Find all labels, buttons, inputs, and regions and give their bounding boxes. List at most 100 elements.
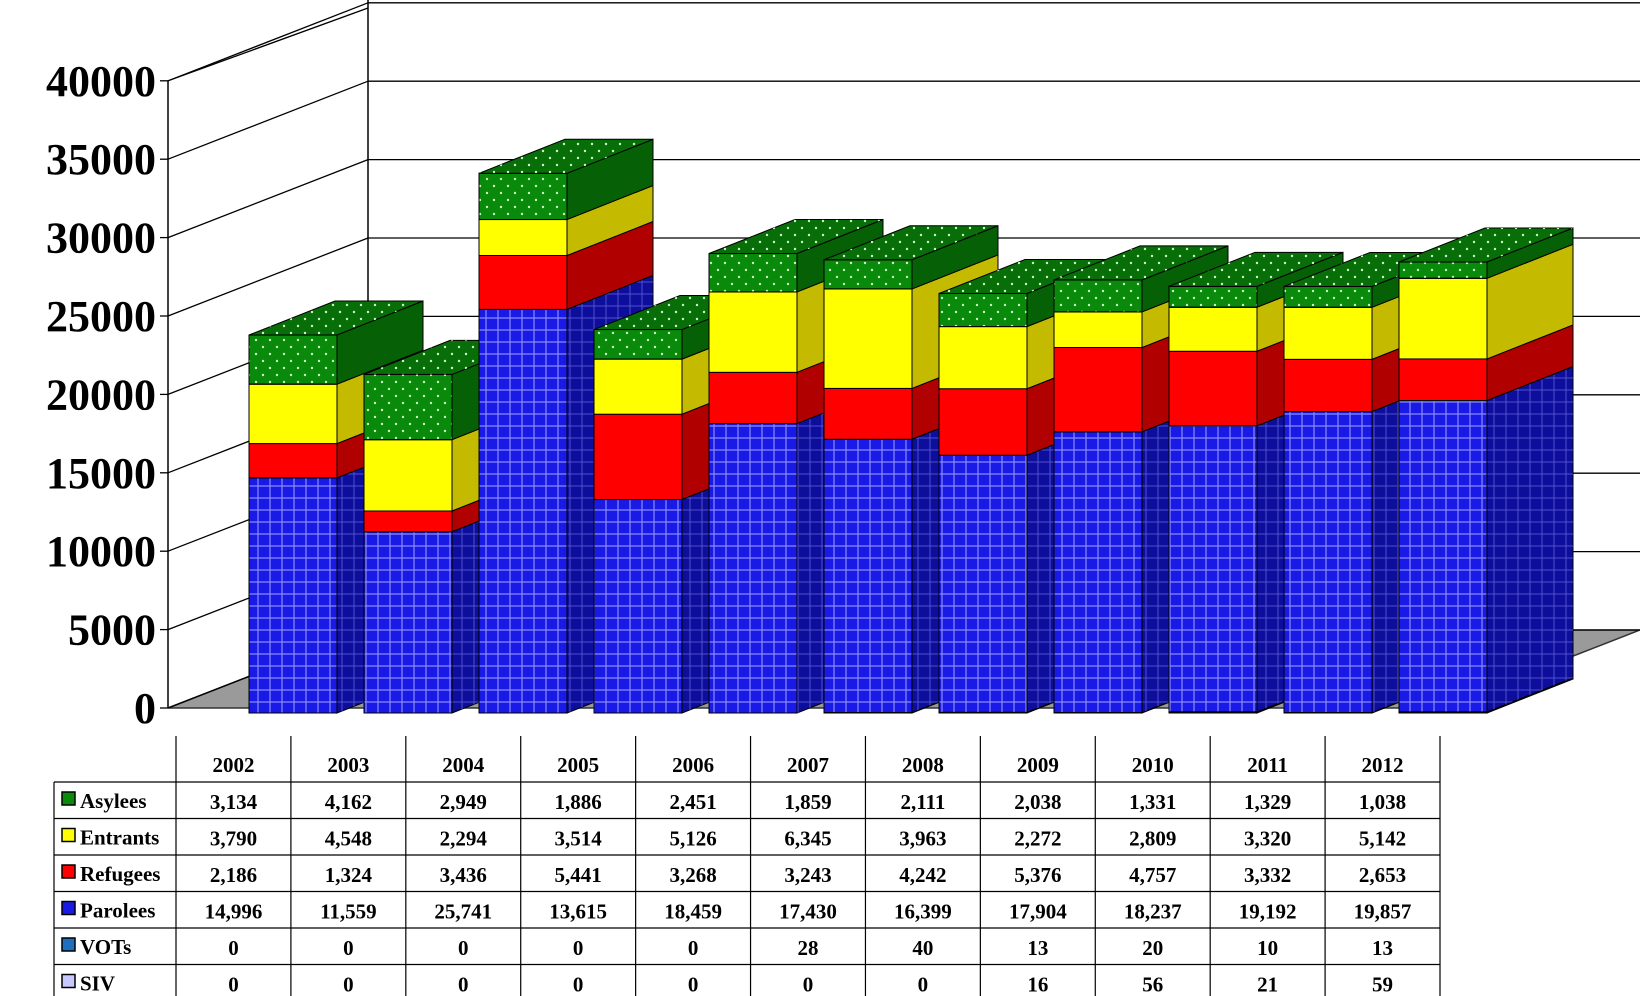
table-cell: 11,559	[320, 900, 377, 924]
y-tick-label: 20000	[46, 370, 156, 419]
table-cell: 2,653	[1359, 863, 1406, 887]
table-cell: 1,329	[1244, 790, 1291, 814]
legend-swatch	[61, 827, 76, 843]
table-cell: 2,809	[1129, 827, 1176, 851]
table-cell: 19,192	[1239, 900, 1297, 924]
table-cell: 0	[458, 936, 469, 960]
legend-swatch	[61, 791, 76, 806]
table-cell: 3,790	[210, 827, 257, 851]
legend-swatch	[61, 973, 76, 989]
table-cell: 3,134	[210, 790, 258, 814]
y-axis: 0 5000 10000 15000 20000 25000 30000 35000 40000	[46, 57, 156, 733]
bar-segment-refugees-2004	[478, 220, 654, 311]
table-cell: 0	[688, 936, 699, 960]
legend-asylees: Asylees	[61, 789, 147, 813]
table-cell: 0	[228, 973, 239, 996]
table-cell: 2,038	[1014, 790, 1061, 814]
table-cell: 4,242	[899, 863, 946, 887]
table-cell: 5,441	[555, 863, 602, 887]
table-cell: 0	[458, 973, 469, 996]
table-cell: 5,142	[1359, 827, 1406, 851]
bar-segment-entrants-2004	[478, 184, 654, 257]
y-tick-label: 15000	[46, 449, 156, 498]
bar-segment-refugees-2012	[1398, 324, 1574, 402]
table-cell: 3,963	[899, 827, 946, 851]
legend-label: Parolees	[80, 899, 155, 923]
data-table: 2002 2003 2004 2005 2006 2007 2008 2009 2010 2011…	[53, 736, 1441, 996]
table-cell: 2,294	[440, 827, 488, 851]
bar-segment-asylees-2002	[248, 300, 424, 385]
legend-parolees: Parolees	[61, 899, 155, 923]
table-cell: 4,548	[325, 827, 372, 851]
y-tick-label: 35000	[46, 135, 156, 184]
table-cell: 59	[1372, 973, 1393, 996]
table-cell: 0	[573, 936, 584, 960]
legend-label: Entrants	[80, 826, 159, 850]
table-cell: 3,436	[440, 863, 487, 887]
table-cell: 0	[343, 973, 354, 996]
bar-segment-asylees-2006	[708, 218, 884, 293]
table-header-year: 2012	[1362, 753, 1404, 777]
table-cell: 6,345	[784, 827, 831, 851]
legend-refugees: Refugees	[61, 862, 160, 886]
table-cell: 1,886	[555, 790, 602, 814]
table-cell: 18,237	[1124, 900, 1182, 924]
table-cell: 40	[912, 936, 933, 960]
legend-swatch	[61, 864, 76, 879]
table-header-year: 2006	[672, 753, 714, 777]
table-cell: 14,996	[205, 900, 263, 924]
table-cell: 2,272	[1014, 827, 1061, 851]
table-header-year: 2003	[327, 753, 369, 777]
table-header-year: 2005	[557, 753, 599, 777]
table-header-year: 2009	[1017, 753, 1059, 777]
table-cell: 0	[228, 936, 239, 960]
legend-label: Refugees	[80, 862, 160, 886]
legend-swatch	[61, 900, 76, 916]
bar-segment-asylees-2012	[1398, 227, 1574, 280]
table-cell: 19,857	[1354, 900, 1412, 924]
table-cell: 13,615	[549, 900, 607, 924]
table-cell: 3,514	[555, 827, 603, 851]
table-cell: 2,111	[900, 790, 945, 814]
y-tick-label: 40000	[46, 57, 156, 106]
table-cell: 18,459	[664, 900, 722, 924]
table-cell: 5,376	[1014, 863, 1061, 887]
table-cell: 3,268	[669, 863, 716, 887]
table-header-year: 2002	[212, 753, 254, 777]
table-cell: 3,320	[1244, 827, 1291, 851]
table-cell: 10	[1257, 936, 1278, 960]
bars-layer	[248, 138, 1574, 714]
table-cell: 1,331	[1129, 790, 1176, 814]
table-cell: 0	[343, 936, 354, 960]
table-cell: 17,904	[1009, 900, 1067, 924]
table-cell: 1,038	[1359, 790, 1406, 814]
table-cell: 16,399	[894, 900, 952, 924]
table-cell: 13	[1372, 936, 1393, 960]
table-cell: 25,741	[434, 900, 492, 924]
bar-segment-parolees-2012	[1398, 365, 1574, 713]
table-cell: 2,949	[440, 790, 487, 814]
table-cell: 0	[573, 973, 584, 996]
legend-label: Asylees	[80, 789, 147, 813]
table-cell: 1,859	[784, 790, 831, 814]
table-cell: 4,757	[1129, 863, 1176, 887]
y-tick-label: 25000	[46, 292, 156, 341]
bar-stack-2012	[1398, 227, 1574, 714]
legend-entrants: Entrants	[61, 826, 159, 850]
table-cell: 0	[918, 973, 929, 996]
table-header-year: 2010	[1132, 753, 1174, 777]
table-cell: 17,430	[779, 900, 837, 924]
legend-vots: VOTs	[61, 935, 131, 959]
table-header-year: 2008	[902, 753, 944, 777]
table-cell: 5,126	[669, 827, 716, 851]
table-cell: 2,186	[210, 863, 257, 887]
bar-segment-parolees-2010	[1168, 391, 1344, 713]
y-tick-label: 5000	[68, 606, 156, 655]
table-cell: 56	[1142, 973, 1163, 996]
legend-swatch	[61, 937, 76, 952]
y-tick-label: 30000	[46, 214, 156, 263]
table-cell: 4,162	[325, 790, 372, 814]
legend-label: SIV	[80, 972, 115, 996]
bar-segment-asylees-2007	[823, 225, 999, 290]
